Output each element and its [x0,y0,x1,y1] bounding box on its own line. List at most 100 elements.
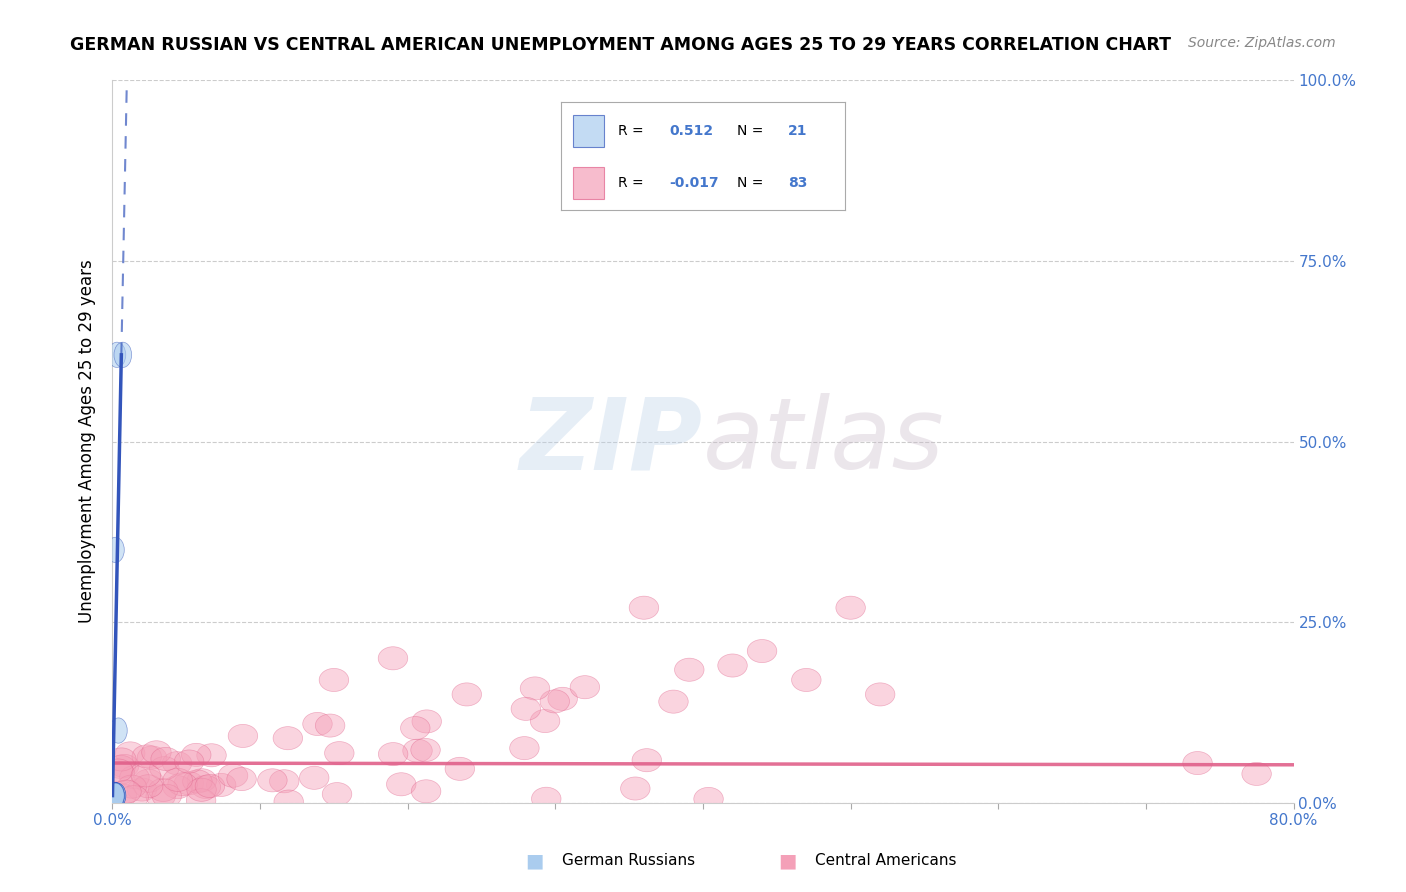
Ellipse shape [105,756,135,779]
Ellipse shape [149,756,179,780]
Ellipse shape [835,596,866,619]
Ellipse shape [322,782,352,805]
Ellipse shape [675,658,704,681]
Ellipse shape [257,769,287,792]
Ellipse shape [107,783,124,808]
Ellipse shape [107,783,124,808]
Ellipse shape [104,759,134,782]
Ellipse shape [107,783,124,808]
Ellipse shape [107,783,124,808]
Ellipse shape [152,784,181,807]
Ellipse shape [569,675,599,698]
Ellipse shape [226,767,256,790]
Text: GERMAN RUSSIAN VS CENTRAL AMERICAN UNEMPLOYMENT AMONG AGES 25 TO 29 YEARS CORREL: GERMAN RUSSIAN VS CENTRAL AMERICAN UNEMP… [70,36,1171,54]
Ellipse shape [114,343,132,368]
Ellipse shape [187,778,217,801]
Ellipse shape [149,779,179,802]
Ellipse shape [693,788,723,811]
Ellipse shape [792,668,821,691]
Ellipse shape [107,783,124,808]
Ellipse shape [108,783,125,808]
Text: ■: ■ [524,851,544,871]
Ellipse shape [274,790,304,814]
Ellipse shape [107,783,124,808]
Ellipse shape [402,739,432,763]
Ellipse shape [107,783,124,808]
Ellipse shape [1182,751,1212,774]
Ellipse shape [105,762,135,785]
Ellipse shape [167,772,197,796]
Ellipse shape [509,737,538,760]
Ellipse shape [107,537,124,563]
Ellipse shape [866,683,896,706]
Ellipse shape [146,785,176,808]
Ellipse shape [620,777,650,800]
Ellipse shape [191,775,221,798]
Ellipse shape [401,716,430,739]
Ellipse shape [520,677,550,700]
Ellipse shape [174,772,204,795]
Ellipse shape [115,742,145,765]
Ellipse shape [453,683,481,706]
Text: ZIP: ZIP [520,393,703,490]
Ellipse shape [512,698,541,721]
Ellipse shape [273,727,302,750]
Ellipse shape [270,770,299,793]
Ellipse shape [630,596,658,619]
Ellipse shape [107,783,124,808]
Ellipse shape [195,774,225,797]
Ellipse shape [548,688,578,710]
Ellipse shape [378,742,408,765]
Ellipse shape [107,747,136,771]
Ellipse shape [162,752,191,775]
Text: Central Americans: Central Americans [815,854,957,868]
Ellipse shape [748,640,778,663]
Ellipse shape [633,748,662,772]
Ellipse shape [540,690,569,713]
Text: German Russians: German Russians [562,854,696,868]
Ellipse shape [658,690,689,714]
Text: atlas: atlas [703,393,945,490]
Ellipse shape [107,784,136,807]
Ellipse shape [218,764,247,788]
Ellipse shape [111,780,141,803]
Ellipse shape [120,786,149,809]
Ellipse shape [108,343,125,368]
Ellipse shape [132,745,162,768]
Ellipse shape [412,780,441,803]
Ellipse shape [107,783,124,808]
Ellipse shape [412,710,441,733]
Ellipse shape [302,713,332,736]
Ellipse shape [531,788,561,810]
Ellipse shape [138,746,167,769]
Text: Source: ZipAtlas.com: Source: ZipAtlas.com [1188,36,1336,50]
Ellipse shape [107,783,124,808]
Ellipse shape [117,775,146,798]
Ellipse shape [107,783,124,808]
Ellipse shape [127,778,156,801]
Ellipse shape [187,769,217,792]
Text: ■: ■ [778,851,797,871]
Ellipse shape [110,718,127,743]
Ellipse shape [378,647,408,670]
Ellipse shape [134,775,163,797]
Ellipse shape [530,709,560,732]
Ellipse shape [107,783,124,808]
Ellipse shape [108,783,125,808]
Ellipse shape [181,743,211,766]
Ellipse shape [120,765,149,789]
Ellipse shape [131,764,160,787]
Ellipse shape [187,789,217,812]
Ellipse shape [163,768,193,791]
Ellipse shape [207,773,236,797]
Ellipse shape [411,739,440,762]
Ellipse shape [387,772,416,796]
Ellipse shape [325,741,354,764]
Ellipse shape [197,744,226,767]
Ellipse shape [319,668,349,691]
Ellipse shape [315,714,344,737]
Ellipse shape [228,724,257,747]
Ellipse shape [299,766,329,789]
Ellipse shape [142,740,172,764]
Ellipse shape [183,770,212,793]
